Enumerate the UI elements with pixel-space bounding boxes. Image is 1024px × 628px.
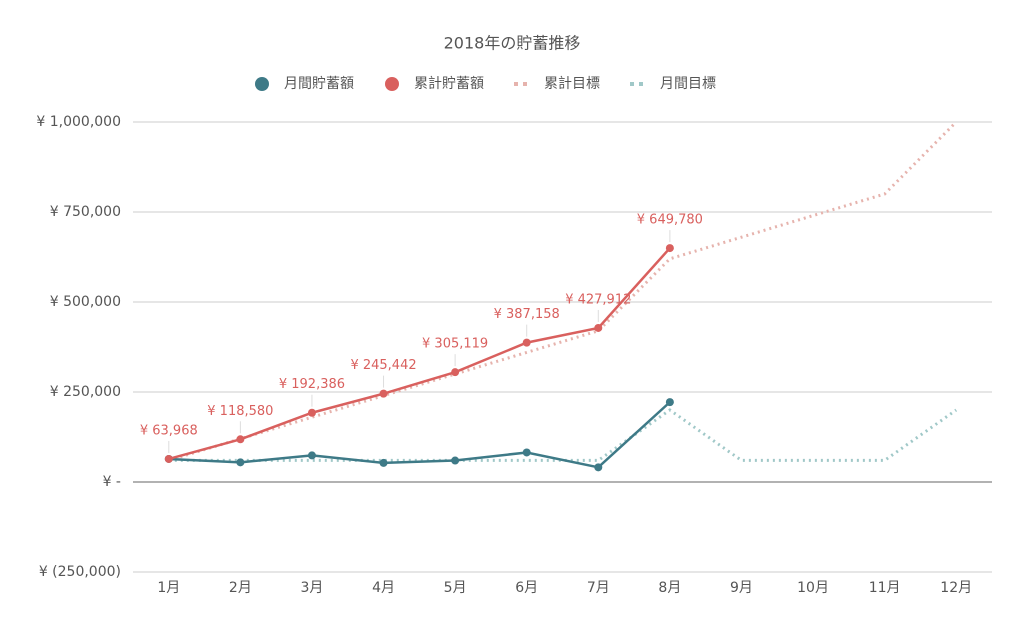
y-tick-label: ¥ 500,000 xyxy=(50,294,121,310)
legend-swatch xyxy=(255,77,269,91)
data-point xyxy=(307,451,316,460)
data-point xyxy=(379,458,388,467)
data-point xyxy=(522,338,531,347)
series-line xyxy=(168,247,671,461)
data-point xyxy=(665,244,674,253)
legend-label: 累計目標 xyxy=(544,76,600,92)
x-tick-label: 7月 xyxy=(587,580,610,596)
data-label: ¥ 649,780 xyxy=(637,213,703,228)
y-tick-label: ¥ 1,000,000 xyxy=(36,114,121,130)
y-tick-label: ¥ 250,000 xyxy=(50,384,121,400)
x-tick-label: 1月 xyxy=(157,580,180,596)
legend-label: 月間目標 xyxy=(660,76,716,92)
legend-label: 累計貯蓄額 xyxy=(414,76,484,92)
x-tick-label: 3月 xyxy=(300,580,323,596)
legend-swatch xyxy=(385,77,399,91)
data-point xyxy=(236,458,245,467)
data-label: ¥ 427,912 xyxy=(565,292,631,307)
x-tick-label: 11月 xyxy=(869,580,901,596)
legend-label: 月間貯蓄額 xyxy=(284,76,354,92)
x-tick-label: 9月 xyxy=(730,580,753,596)
y-tick-label: ¥ - xyxy=(103,474,121,490)
data-point xyxy=(307,408,316,417)
data-label: ¥ 387,158 xyxy=(494,307,560,322)
data-label: ¥ 192,386 xyxy=(279,377,345,392)
series-line xyxy=(168,401,671,469)
data-label: ¥ 118,580 xyxy=(207,404,273,419)
data-point xyxy=(522,448,531,457)
series-line xyxy=(168,408,958,462)
y-tick-label: ¥ (250,000) xyxy=(39,564,121,580)
data-label: ¥ 63,968 xyxy=(140,423,198,438)
x-tick-label: 8月 xyxy=(658,580,681,596)
x-tick-label: 6月 xyxy=(515,580,538,596)
data-point xyxy=(451,368,460,377)
x-tick-label: 4月 xyxy=(372,580,395,596)
data-point xyxy=(594,323,603,332)
data-point xyxy=(594,463,603,472)
data-label: ¥ 305,119 xyxy=(422,337,488,352)
y-tick-label: ¥ 750,000 xyxy=(50,204,121,220)
data-point xyxy=(164,454,173,463)
x-tick-label: 10月 xyxy=(797,580,829,596)
data-point xyxy=(379,389,388,398)
x-tick-label: 2月 xyxy=(229,580,252,596)
chart-title: 2018年の貯蓄推移 xyxy=(444,34,581,53)
data-point xyxy=(451,456,460,465)
x-tick-label: 12月 xyxy=(940,580,972,596)
data-label: ¥ 245,442 xyxy=(350,358,416,373)
data-point xyxy=(665,398,674,407)
series-line xyxy=(168,120,958,462)
data-point xyxy=(236,435,245,444)
x-tick-label: 5月 xyxy=(444,580,467,596)
